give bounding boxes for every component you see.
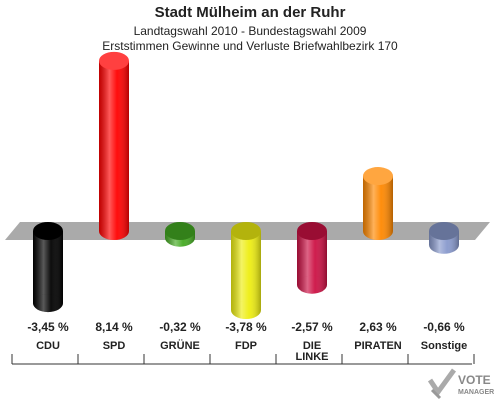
value-label-fdp: -3,78 %: [225, 320, 267, 334]
chart-title: Stadt Mülheim an der Ruhr: [154, 4, 346, 21]
value-label-sonstige: -0,66 %: [423, 320, 465, 334]
value-label-spd: 8,14 %: [95, 320, 133, 334]
category-label-cdu: CDU: [36, 340, 60, 352]
bar-die-linke: [297, 222, 327, 294]
checkmark-icon: [428, 368, 457, 400]
category-label-fdp: FDP: [235, 340, 257, 352]
value-label-die-linke: -2,57 %: [291, 320, 333, 334]
category-label-piraten: PIRATEN: [354, 340, 402, 352]
bar-spd: [99, 51, 129, 240]
bar-cdu: [33, 222, 63, 313]
logo-text-vote: VOTE: [458, 373, 491, 387]
bar-sonstige: [429, 222, 459, 254]
bar-piraten: [363, 167, 393, 240]
logo-text-manager: MANAGER: [458, 389, 494, 396]
vote-manager-logo: VOTE MANAGER: [428, 368, 494, 400]
category-label-die-linke: DIE LINKE: [296, 340, 329, 363]
bar-fdp: [231, 222, 261, 320]
bar-gr-ne: [165, 222, 195, 247]
value-label-piraten: 2,63 %: [359, 320, 397, 334]
category-label-sonstige: Sonstige: [421, 340, 467, 352]
value-label-cdu: -3,45 %: [27, 320, 69, 334]
category-label-spd: SPD: [103, 340, 126, 352]
chart-subtitle-1: Landtagswahl 2010 - Bundestagswahl 2009: [133, 24, 367, 38]
category-label-gr-ne: GRÜNE: [160, 339, 200, 352]
value-label-gr-ne: -0,32 %: [159, 320, 201, 334]
chart-subtitle-2: Erststimmen Gewinne und Verluste Briefwa…: [102, 39, 398, 53]
